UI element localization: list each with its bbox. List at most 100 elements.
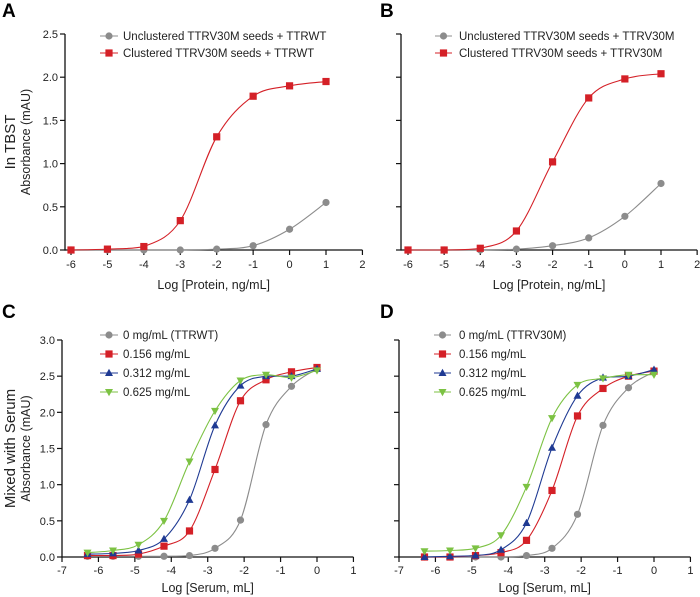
x-tick-label: -4 <box>503 565 513 577</box>
y-tick-label: 2.0 <box>43 72 58 84</box>
data-point <box>211 544 219 552</box>
x-axis-title: Log [Serum, mL] <box>499 581 591 595</box>
x-tick-label: -2 <box>212 259 222 271</box>
data-point <box>211 465 219 474</box>
x-tick-label: -5 <box>439 259 449 271</box>
data-point <box>512 245 521 253</box>
data-point <box>573 510 582 518</box>
data-point <box>287 374 296 382</box>
series-square <box>404 70 665 254</box>
legend-marker <box>105 350 113 358</box>
data-point <box>134 541 143 549</box>
legend-label: Unclustered TTRV30M seeds + TTRV30M <box>459 31 675 43</box>
y-tick-label: 3.0 <box>40 335 55 347</box>
legend-label: 0.625 mg/mL <box>459 387 527 399</box>
data-point <box>522 551 531 560</box>
y-tick-label: 1.5 <box>40 444 55 456</box>
legend-marker <box>438 389 447 397</box>
x-tick-label: -3 <box>540 565 550 577</box>
x-tick-label: -7 <box>394 565 404 577</box>
y-tick-label: 2.5 <box>40 371 55 383</box>
legend-marker <box>438 350 447 358</box>
row-label: In TBST <box>2 115 19 170</box>
data-point <box>236 377 245 385</box>
y-axis-title: Absorbance (mAU) <box>19 89 33 195</box>
data-point <box>185 458 194 466</box>
x-tick-label: -6 <box>66 259 76 271</box>
data-point <box>621 212 629 220</box>
x-tick-label: 1 <box>658 259 664 271</box>
data-point <box>185 495 194 503</box>
data-point <box>476 244 484 252</box>
data-point <box>585 94 593 102</box>
legend-marker <box>439 32 448 40</box>
data-point <box>287 368 296 376</box>
series-line <box>424 369 655 558</box>
legend-label: 0 mg/mL (TTRV30M) <box>459 330 567 342</box>
x-tick-label: -5 <box>467 565 477 577</box>
data-point <box>471 551 480 559</box>
data-point <box>249 242 257 250</box>
legend-label: 0.156 mg/mL <box>123 349 191 361</box>
legend-marker <box>438 368 447 376</box>
panel-d: D -7 -6 -5 -4 -3 -2 -1 0 1 Log [Serum, mL] 0 mg/mL … <box>380 302 693 595</box>
data-point <box>83 549 92 557</box>
data-point <box>285 225 294 233</box>
panel-c: C -7 -6 -5 -4 -3 -2 -1 0 1 0.0 0.5 1.0 1.5 2.0 2.5 3.0 Lo… <box>2 302 356 595</box>
legend-item: 0.156 mg/mL <box>434 349 527 361</box>
legend-label: 0.156 mg/mL <box>459 349 527 361</box>
x-tick-label: -2 <box>548 259 558 271</box>
legend-item: 0.312 mg/mL <box>434 368 527 380</box>
x-tick-label: 0 <box>287 259 293 271</box>
data-point <box>621 75 629 83</box>
legend-marker <box>105 331 113 339</box>
data-point <box>236 381 245 389</box>
legend-marker <box>105 389 113 397</box>
series-line <box>87 366 318 557</box>
data-point <box>657 179 665 188</box>
x-tick-label: 0 <box>622 259 628 271</box>
data-point <box>285 82 294 90</box>
data-point <box>404 246 412 254</box>
legend-marker <box>438 331 447 339</box>
data-point <box>573 412 582 420</box>
data-point <box>522 536 531 544</box>
data-point <box>211 421 219 429</box>
data-point <box>160 534 168 542</box>
x-tick-label: 1 <box>350 565 356 577</box>
legend-item: 0 mg/mL (TTRWT) <box>100 330 218 342</box>
legend-item: Clustered TTRV30M seeds + TTRWT <box>100 48 314 60</box>
y-tick-label: 1.0 <box>40 480 55 492</box>
x-tick-label: -4 <box>475 259 485 271</box>
legend-item: 0.625 mg/mL <box>434 387 527 399</box>
data-point <box>650 365 658 373</box>
legend-label: 0 mg/mL (TTRWT) <box>123 330 218 342</box>
data-point <box>134 550 143 558</box>
data-point <box>213 133 221 141</box>
data-point <box>548 443 556 451</box>
panel-letter: C <box>2 302 16 323</box>
x-axis-title: Log [Protein, ng/mL] <box>493 278 606 292</box>
data-point <box>446 547 454 555</box>
x-tick-label: -6 <box>94 565 104 577</box>
series-square <box>67 77 330 254</box>
data-point <box>262 376 270 384</box>
data-point <box>262 421 270 429</box>
x-tick-label: -2 <box>239 565 249 577</box>
x-axis-title: Log [Protein, ng/mL] <box>157 278 270 292</box>
data-point <box>420 552 429 560</box>
data-point <box>160 542 168 550</box>
x-tick-label: -6 <box>403 259 413 271</box>
series-line <box>407 73 662 251</box>
legend-label: 0.625 mg/mL <box>123 387 191 399</box>
data-point <box>103 245 112 253</box>
legend-label: 0.312 mg/mL <box>123 368 191 380</box>
x-tick-label: -1 <box>276 565 286 577</box>
data-point <box>548 415 556 423</box>
data-point <box>497 532 505 540</box>
data-point <box>657 70 665 78</box>
x-tick-label: -5 <box>103 259 113 271</box>
series-line <box>70 80 327 251</box>
legend-label: Clustered TTRV30M seeds + TTRV30M <box>459 48 662 60</box>
legend-item: 0 mg/mL (TTRV30M) <box>434 330 567 342</box>
